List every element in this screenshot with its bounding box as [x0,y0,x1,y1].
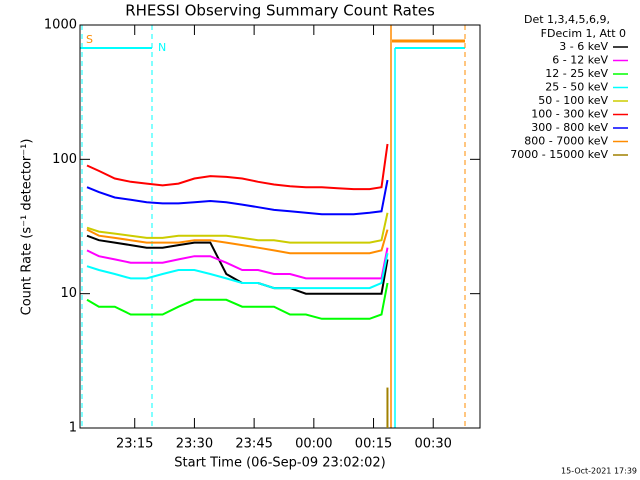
legend-label: 50 - 100 keV [538,94,608,107]
plot-frame [79,24,481,429]
series-line [86,228,389,255]
y-tick-label: 100 [52,152,77,167]
series-line [86,143,389,191]
y-axis-label: Count Rate (s⁻¹ detector⁻¹) [20,139,35,316]
chart-title: RHESSI Observing Summary Count Rates [125,2,435,20]
x-tick-label: 23:45 [235,437,272,452]
legend-header: Det 1,3,4,5,6,9, [524,13,610,26]
flag-label: S [86,33,93,46]
legend-label: 300 - 800 keV [531,121,608,134]
series-line [86,253,389,290]
flag-label: N [158,41,166,54]
timestamp: 15-Oct-2021 17:39 [561,467,637,476]
x-tick-label: 00:30 [414,437,451,452]
legend-label: 25 - 50 keV [545,81,608,94]
x-tick-label: 00:00 [295,437,332,452]
x-tick-label: 23:15 [116,437,153,452]
legend-label: 100 - 300 keV [531,108,608,121]
legend-label: 7000 - 15000 keV [510,148,608,161]
series-line [86,212,389,244]
x-tick-label: 23:30 [176,437,213,452]
y-tick-label: 1000 [44,18,77,33]
legend-label: 3 - 6 keV [559,40,608,53]
series-line [86,247,389,280]
x-tick-label: 00:15 [355,437,392,452]
flag-markers [80,25,466,428]
legend-header: FDecim 1, Att 0 [541,27,626,40]
y-tick-label: 1 [69,421,77,436]
legend-label: 12 - 25 keV [545,67,608,80]
series-line [86,179,389,216]
legend-label: 800 - 7000 keV [524,135,608,148]
series-line [86,282,389,320]
legend-label: 6 - 12 keV [552,54,608,67]
x-axis-label: Start Time (06-Sep-09 23:02:02) [174,456,385,471]
y-tick-label: 10 [60,286,77,301]
